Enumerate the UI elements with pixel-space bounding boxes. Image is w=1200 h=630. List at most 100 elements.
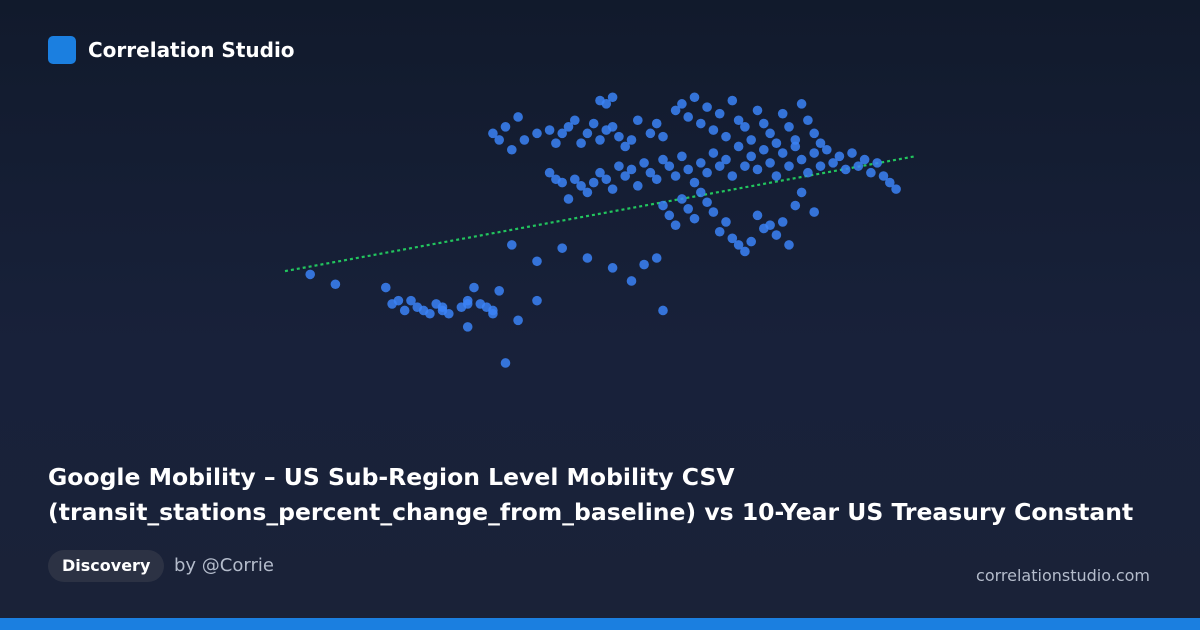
data-point [771,171,782,181]
data-point [733,240,744,250]
data-point [639,158,649,168]
data-point [570,115,580,126]
brand: Correlation Studio [48,36,295,64]
data-point [727,233,738,244]
data-point [714,108,725,119]
data-point [551,138,561,148]
trend-line [284,155,916,273]
data-point [601,99,612,109]
data-point [790,135,801,145]
data-point [544,125,555,135]
data-point [557,243,567,253]
data-point [784,122,794,132]
data-point [532,295,542,306]
data-point [859,154,870,165]
data-point [840,164,851,175]
data-point [500,358,511,368]
data-point [834,151,845,162]
data-point [696,118,706,129]
data-point [658,200,668,211]
data-point [777,217,788,227]
data-point [815,138,826,148]
data-point [677,194,687,204]
author-byline[interactable]: by @Corrie [174,555,274,576]
data-point [702,197,712,208]
data-point [626,135,637,145]
data-point [885,177,895,188]
data-point [532,256,542,267]
data-point [689,177,700,188]
accent-bar [0,618,1200,630]
data-point [740,122,750,132]
data-point [777,108,788,119]
data-point [614,131,624,142]
data-point [891,184,901,194]
scatter-chart [284,92,916,368]
data-point [462,322,473,332]
data-point [645,167,656,178]
data-point [633,115,643,126]
data-point [425,308,435,319]
data-point [633,181,643,191]
data-point [651,118,662,129]
data-point [607,184,618,194]
data-point [381,282,391,293]
data-point [721,217,731,227]
data-point [563,194,574,204]
data-point [664,210,675,221]
data-point [664,161,675,171]
category-badge[interactable]: Discovery [48,550,165,582]
data-point [670,220,681,230]
data-point [733,115,744,126]
data-point [803,167,813,178]
data-point [607,92,618,103]
data-point [393,295,404,306]
data-point [658,305,668,316]
site-domain[interactable]: correlationstudio.com [976,566,1150,585]
data-point [507,240,517,250]
data-point [582,253,593,263]
data-point [582,187,593,198]
title-line: (transit_stations_percent_change_from_ba… [48,498,1134,526]
data-point [696,187,706,198]
data-point [853,161,864,171]
data-point [765,220,775,230]
data-point [544,167,555,178]
data-point [803,115,813,126]
data-point [607,122,618,132]
data-point [494,286,505,296]
data-point [576,138,586,148]
data-point [708,125,719,135]
data-point [500,122,511,132]
title-line: Google Mobility – US Sub-Region Level Mo… [48,463,735,491]
data-point [752,105,763,116]
data-point [765,128,775,139]
data-point [601,174,612,185]
data-point [746,135,756,145]
data-point [670,105,681,116]
data-point [759,144,769,155]
data-point [677,99,687,109]
data-point [588,118,599,129]
data-point [714,161,725,171]
data-point [488,308,498,319]
data-point [595,167,605,178]
data-point [727,95,738,106]
data-point [765,158,775,168]
data-point [771,138,782,148]
data-point [658,154,668,165]
data-point [809,207,819,217]
data-point [790,200,801,211]
data-point [815,161,826,171]
data-point [708,207,719,217]
data-point [702,102,712,112]
data-point [576,181,586,191]
data-point [784,161,794,171]
data-point [519,135,530,145]
data-point [444,308,454,319]
data-point [557,177,567,188]
data-point [746,236,756,247]
data-point [305,269,316,280]
data-point [702,167,712,178]
data-point [777,148,788,158]
